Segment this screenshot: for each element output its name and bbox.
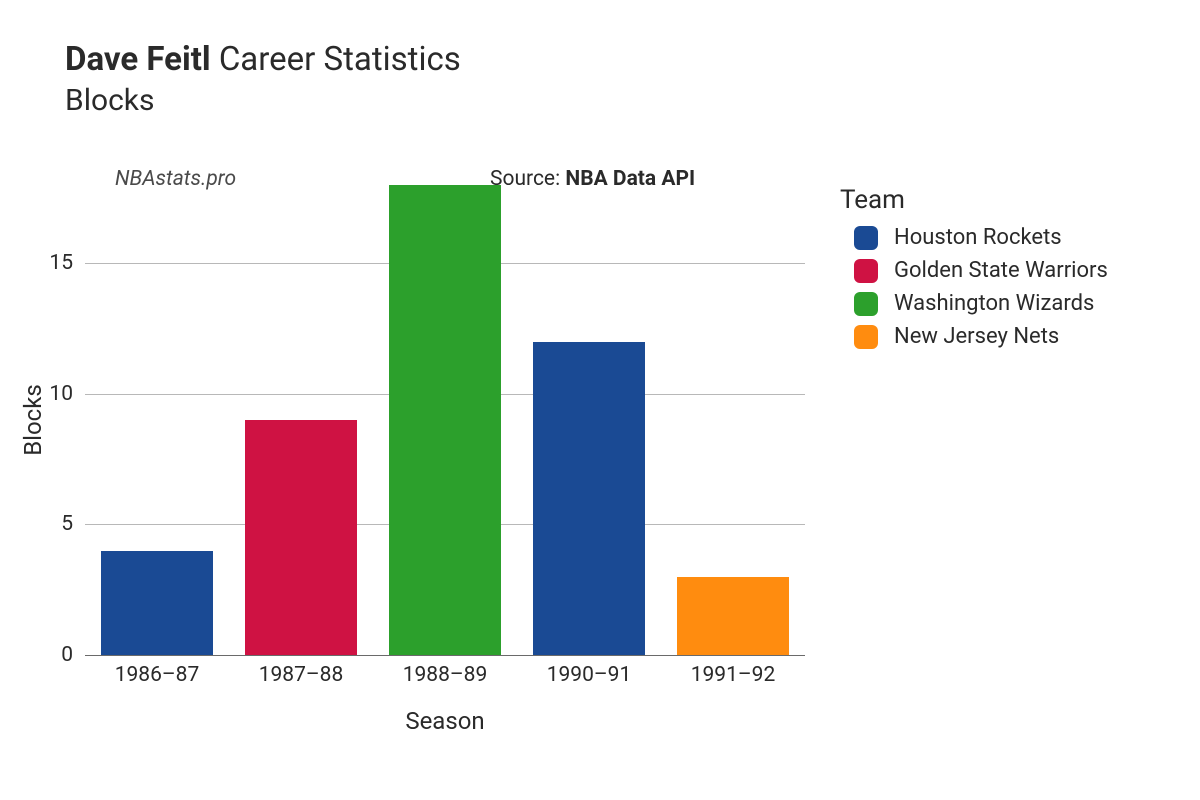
plot-area: 0510151986–871987–881988–891990–911991–9…: [85, 185, 805, 655]
legend-swatch: [854, 259, 878, 283]
legend-swatch: [854, 325, 878, 349]
bar: [677, 577, 789, 655]
legend-label: Washington Wizards: [894, 291, 1094, 316]
legend-items: Houston Rockets Golden State Warriors Wash…: [840, 225, 1108, 349]
y-tick-label: 15: [49, 251, 73, 275]
legend-item: Houston Rockets: [840, 225, 1108, 250]
legend-label: Houston Rockets: [894, 225, 1062, 250]
baseline: [85, 655, 805, 656]
chart-area: Blocks 0510151986–871987–881988–891990–9…: [85, 185, 805, 655]
legend-label: Golden State Warriors: [894, 258, 1108, 283]
legend-swatch: [854, 226, 878, 250]
bar: [245, 420, 357, 655]
legend: Team Houston Rockets Golden State Warrior…: [840, 185, 1108, 357]
bar: [389, 185, 501, 655]
title-block: Dave Feitl Career Statistics Blocks: [65, 40, 461, 118]
legend-label: New Jersey Nets: [894, 324, 1059, 349]
page-root: Dave Feitl Career Statistics Blocks NBAs…: [0, 0, 1200, 800]
x-tick-label: 1991–92: [691, 663, 776, 687]
title-suffix: Career Statistics: [219, 40, 461, 79]
y-tick-label: 5: [61, 512, 73, 536]
player-name: Dave Feitl: [65, 40, 211, 79]
x-tick-label: 1990–91: [547, 663, 632, 687]
legend-swatch: [854, 292, 878, 316]
legend-title: Team: [840, 185, 1108, 215]
chart-title: Dave Feitl Career Statistics: [65, 40, 461, 79]
chart-subtitle: Blocks: [65, 83, 461, 118]
x-tick-label: 1986–87: [115, 663, 200, 687]
bar: [101, 551, 213, 655]
x-tick-label: 1987–88: [259, 663, 344, 687]
y-axis-label: Blocks: [19, 384, 47, 456]
bar: [533, 342, 645, 655]
y-tick-label: 0: [61, 643, 73, 667]
x-tick-label: 1988–89: [403, 663, 488, 687]
legend-item: Washington Wizards: [840, 291, 1108, 316]
legend-item: Golden State Warriors: [840, 258, 1108, 283]
x-axis-label: Season: [405, 707, 484, 735]
y-tick-label: 10: [49, 382, 73, 406]
legend-item: New Jersey Nets: [840, 324, 1108, 349]
